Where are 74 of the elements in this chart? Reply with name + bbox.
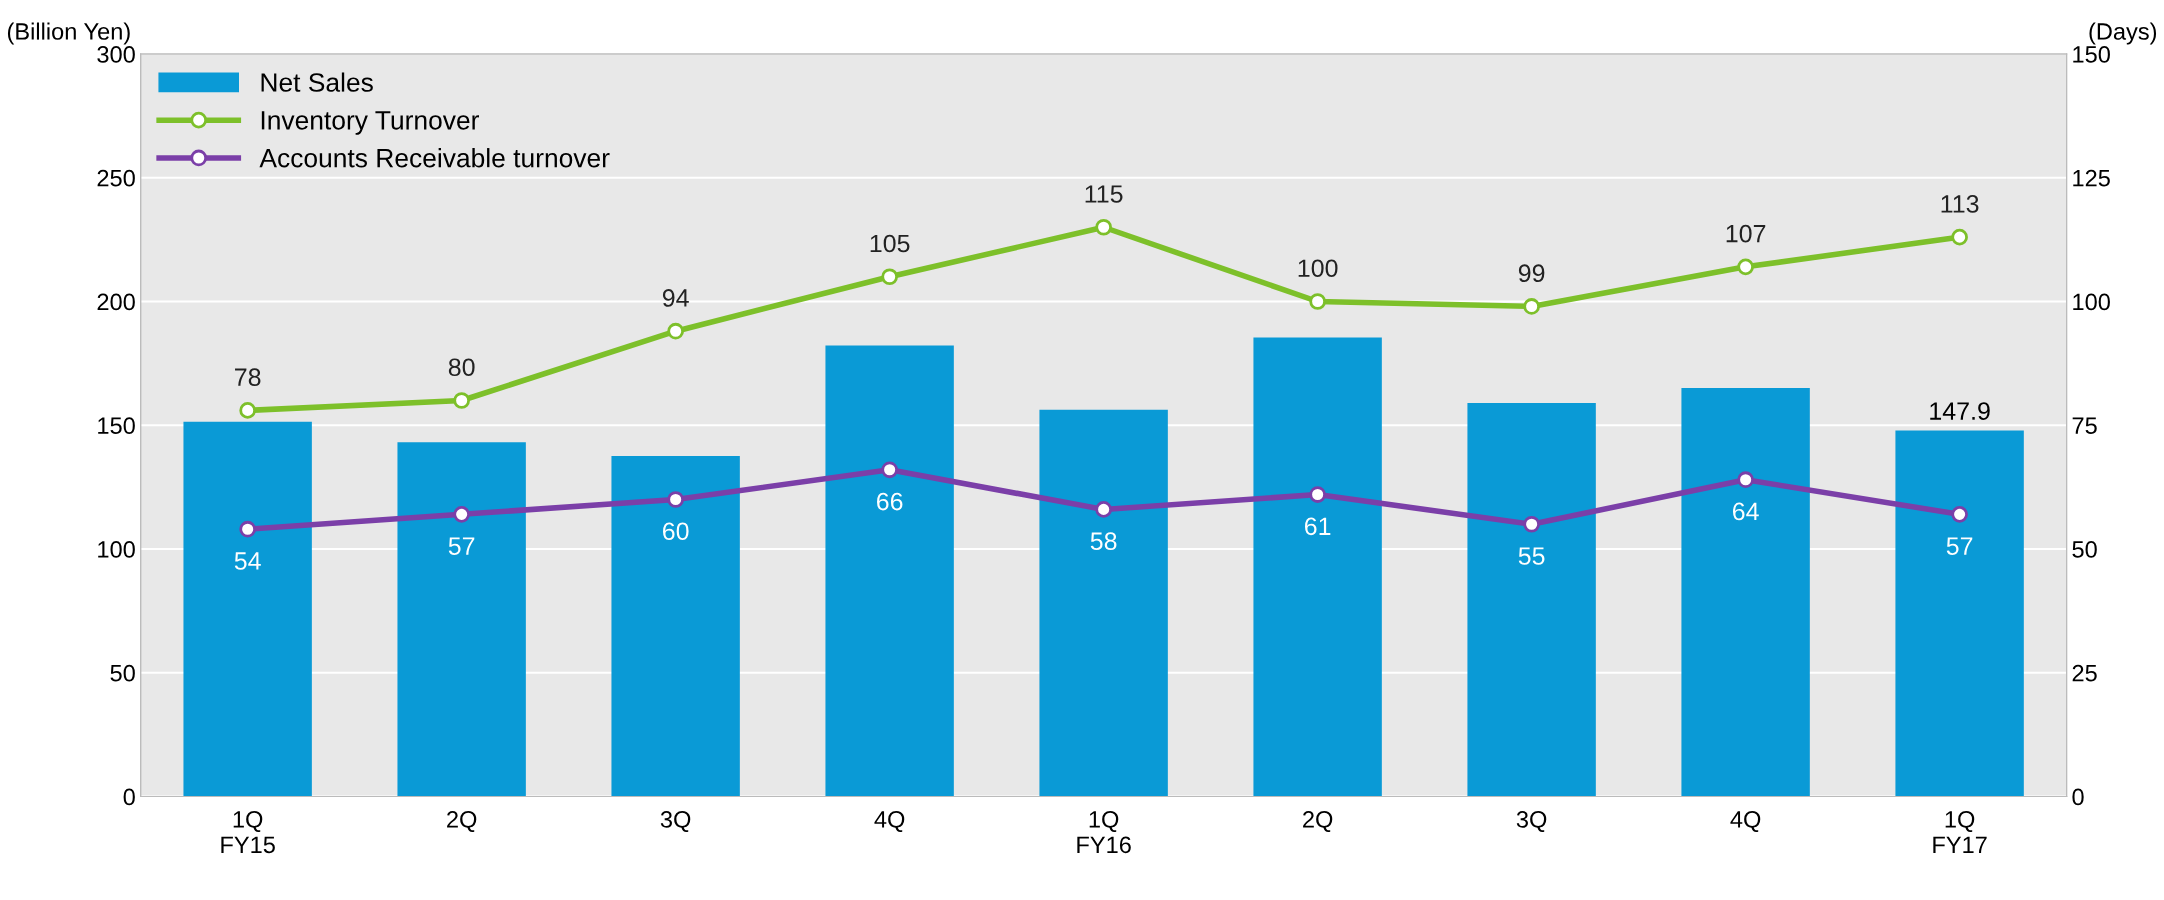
y-axis-title: (Billion Yen) [7,22,130,45]
data-label: 61 [1305,517,1331,536]
y2-tick-label: 0 [2072,788,2084,806]
x-tick-label: 3Q [660,811,691,832]
point [881,268,898,286]
y-tick-label: 300 [97,46,135,63]
point [1095,501,1112,518]
data-label: 66 [877,492,903,511]
point [239,402,256,419]
x-tick-label: 4Q [1730,811,1761,832]
data-label: 113 [1941,195,1979,213]
data-label: 107 [1726,224,1766,243]
point [453,506,470,523]
x-tick-label: 1Q FY16 [1077,811,1131,854]
data-label: 78 [235,368,261,387]
x-tick-label: 4Q [874,811,905,832]
data-label: 58 [1090,532,1117,550]
y2-tick-label: 150 [2073,46,2110,63]
point [667,491,684,508]
data-label: 80 [448,358,475,377]
x-tick-label: 3Q [1516,811,1547,832]
bar [1895,430,2024,797]
y2-tick-label: 125 [2073,169,2110,187]
point [1095,218,1112,236]
y-tick-label: 250 [97,169,135,187]
bar [183,421,312,797]
bar [1039,409,1168,797]
x-tick-label: 2Q [1303,811,1333,832]
data-label: 99 [1518,264,1545,283]
data-label: 55 [1518,547,1545,565]
y2-axis-title: (Days) [2089,22,2157,45]
data-label: 147.9 [1930,402,1990,420]
y-tick-label: 100 [98,541,135,558]
point [667,322,684,340]
data-label: 57 [448,537,475,555]
point [1737,471,1754,489]
point [453,392,470,409]
data-label: 105 [870,234,910,253]
point [239,520,256,538]
data-label: 57 [1946,537,1973,555]
y2-tick-label: 100 [2073,293,2110,311]
x-tick-label: 1Q FY17 [1933,811,1987,853]
y-tick-label: 0 [123,788,135,806]
point [1523,515,1540,533]
point [881,461,898,479]
bar [397,442,526,797]
x-tick-label: 2Q [447,811,477,832]
bar [1467,402,1596,797]
legend-label: Accounts Receivable turnover [259,148,610,168]
bar [1253,337,1382,797]
point [1951,506,1968,523]
point [1737,258,1754,276]
point [1309,293,1326,310]
y-tick-label: 200 [97,293,135,311]
y2-tick-label: 50 [2072,541,2097,558]
point [1951,228,1968,246]
bar [1681,387,1810,797]
data-label: 54 [234,552,261,570]
data-label: 64 [1732,502,1759,521]
data-label: 115 [1085,185,1123,203]
bar [611,455,740,797]
x-tick-label: 1Q FY15 [221,811,275,854]
point [1523,298,1540,315]
legend-label: Inventory Turnover [261,111,479,135]
bar [825,345,954,797]
y-tick-label: 150 [98,417,135,435]
data-label: 94 [662,289,689,307]
data-label: 60 [663,522,689,541]
y-tick-label: 50 [110,664,135,682]
legend-label: Net Sales [261,72,373,92]
y2-tick-label: 75 [2072,417,2097,435]
y2-tick-label: 25 [2072,664,2097,682]
data-label: 100 [1298,259,1338,278]
point [1309,486,1326,503]
